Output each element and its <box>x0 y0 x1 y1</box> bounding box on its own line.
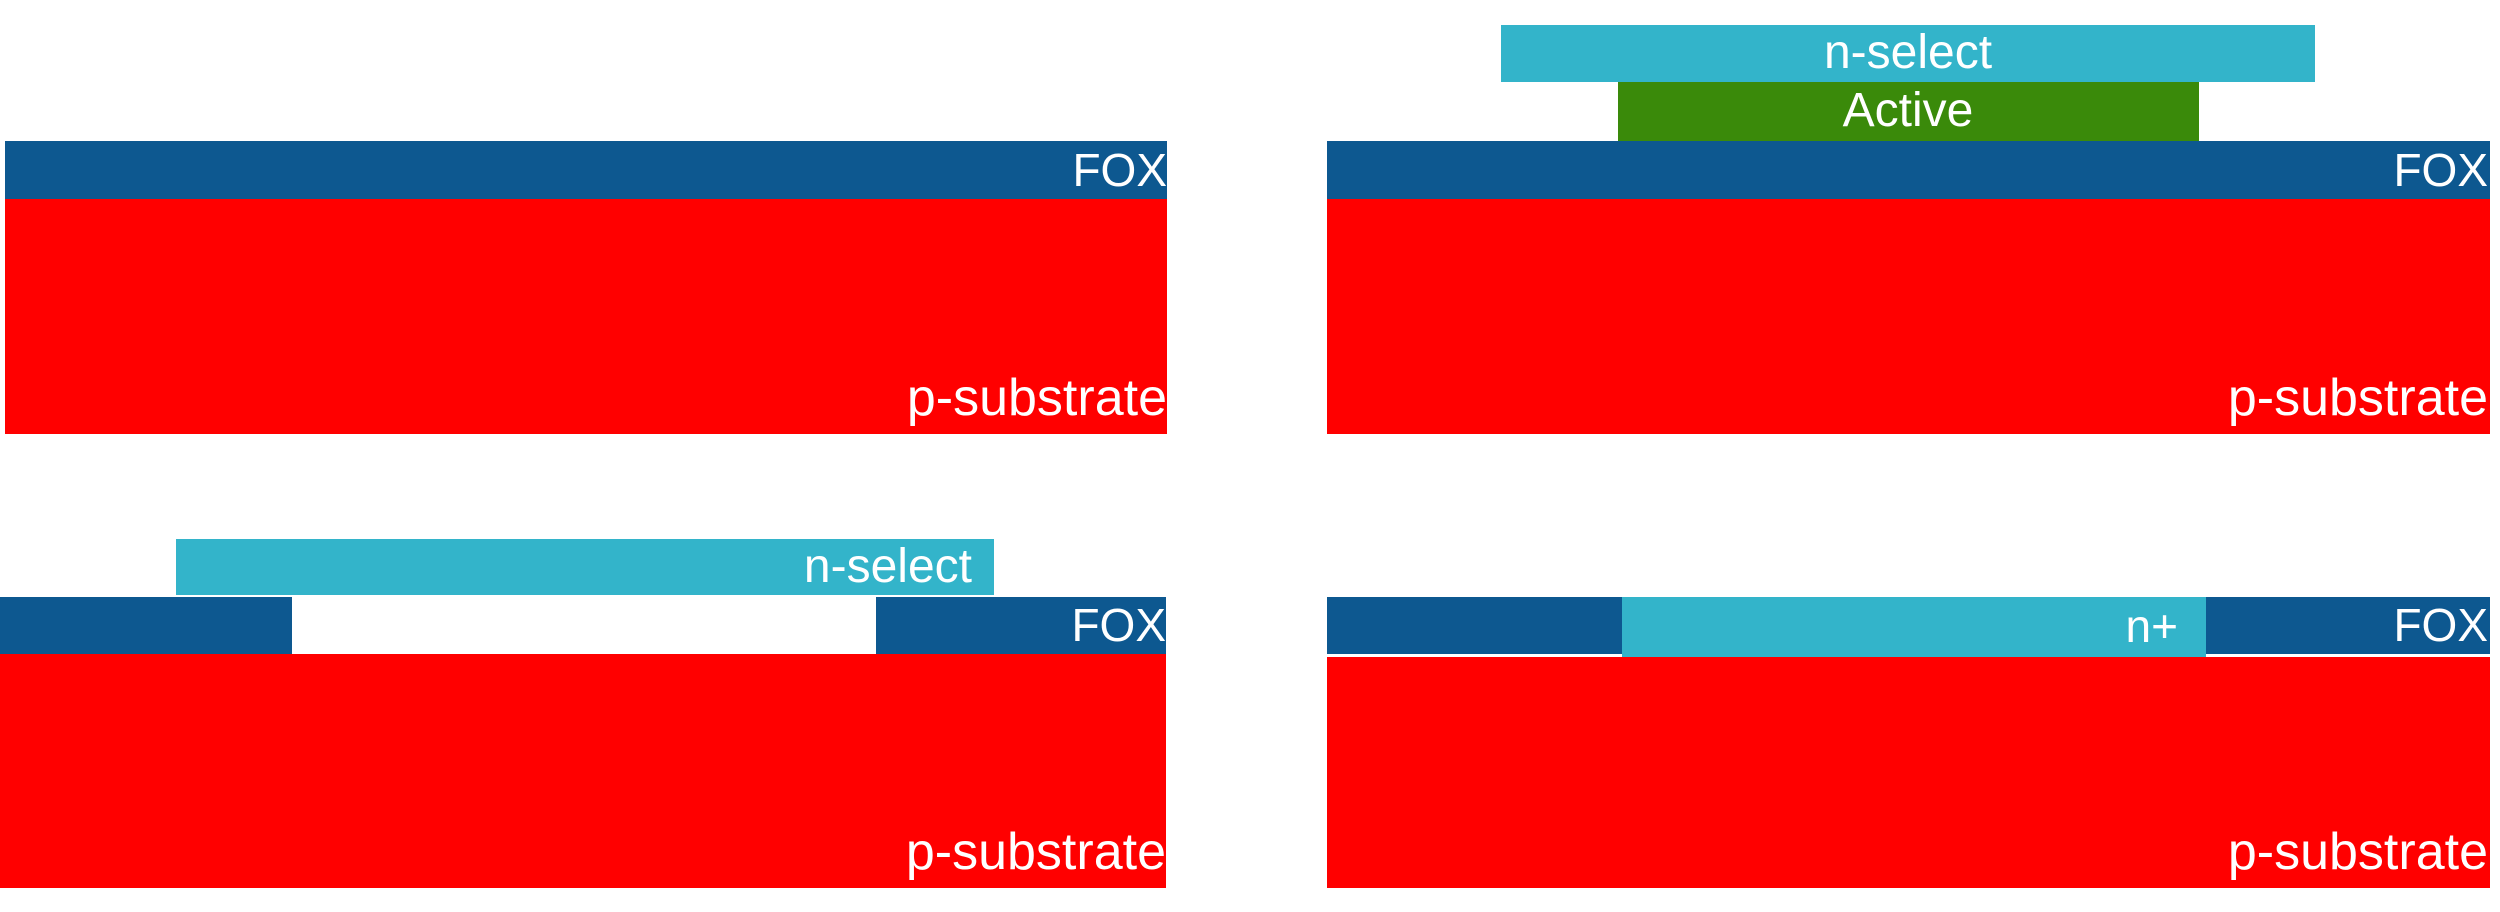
fox-left-layer <box>0 597 292 654</box>
n-select-label: n-select <box>1823 26 1993 79</box>
p-substrate-label: p-substrate <box>2227 369 2488 427</box>
p-substrate-layer <box>1327 199 2490 434</box>
fox-layer <box>5 141 1167 199</box>
p-substrate-layer <box>5 199 1167 434</box>
n-select-mask <box>1501 25 2315 82</box>
p-substrate-layer <box>1327 657 2490 888</box>
n-select-label: n-select <box>803 540 972 593</box>
n-plus-label: n+ <box>2125 600 2178 652</box>
fox-label: FOX <box>2393 599 2488 651</box>
fox-label: FOX <box>2393 144 2488 196</box>
fox-right-layer <box>876 597 1166 654</box>
p-substrate-layer <box>0 654 1166 888</box>
active-layer <box>1618 82 2199 141</box>
fox-label: FOX <box>1071 599 1166 651</box>
p-substrate-label: p-substrate <box>906 369 1167 427</box>
n-select-mask <box>176 539 994 595</box>
p-substrate-label: p-substrate <box>2227 823 2488 881</box>
n-plus-region <box>1622 597 2206 657</box>
fox-label: FOX <box>1072 144 1167 196</box>
fox-layer <box>1327 141 2490 199</box>
active-label: Active <box>1842 84 1974 137</box>
p-substrate-label: p-substrate <box>905 823 1166 881</box>
